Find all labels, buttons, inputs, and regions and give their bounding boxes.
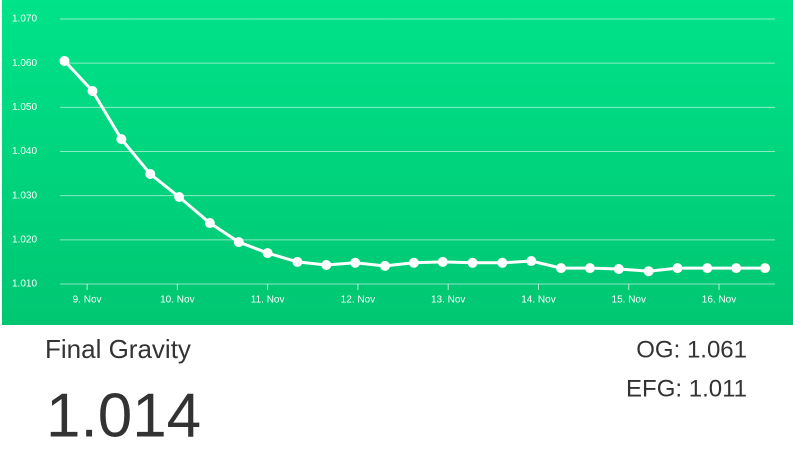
point — [408, 257, 419, 268]
point — [497, 257, 508, 268]
final-gravity-label: Final Gravity — [45, 334, 191, 364]
point — [292, 256, 303, 267]
point — [613, 263, 624, 274]
point — [116, 134, 127, 145]
final-gravity-value: 1.014 — [46, 381, 201, 450]
x-tick-label: 15. Nov — [612, 295, 646, 306]
point — [174, 191, 185, 202]
point — [556, 263, 567, 274]
x-tick-label: 9. Nov — [73, 295, 102, 306]
point — [702, 263, 713, 274]
x-tick-label: 16. Nov — [702, 295, 736, 306]
x-tick-label: 10. Nov — [160, 295, 194, 306]
point — [59, 55, 70, 66]
point — [145, 169, 156, 180]
chart: 1.010 1.020 1.030 1.040 1.050 1.060 1.070 9. No… — [12, 14, 775, 306]
chart-background — [2, 0, 793, 325]
point — [437, 256, 448, 267]
point — [204, 218, 215, 229]
point — [731, 263, 742, 274]
point — [643, 266, 654, 277]
x-tick-label: 11. Nov — [251, 295, 285, 306]
x-tick-label: 13. Nov — [431, 295, 465, 306]
point — [672, 263, 683, 274]
point — [584, 263, 595, 274]
point — [262, 248, 273, 259]
point — [526, 256, 537, 267]
point — [233, 237, 244, 248]
y-tick-label: 1.010 — [12, 279, 37, 290]
x-tick-label: 14. Nov — [521, 295, 555, 306]
point — [350, 257, 361, 268]
y-tick-label: 1.020 — [12, 234, 37, 245]
y-tick-label: 1.060 — [12, 58, 37, 69]
y-tick-label: 1.050 — [12, 102, 37, 113]
x-tick-label: 12. Nov — [341, 295, 375, 306]
y-tick-label: 1.070 — [12, 14, 37, 25]
point — [760, 263, 771, 274]
y-tick-label: 1.040 — [12, 146, 37, 157]
point — [380, 260, 390, 271]
point — [467, 257, 478, 268]
point — [87, 85, 98, 96]
efg-value: EFG: 1.011 — [626, 375, 747, 402]
point — [321, 260, 332, 271]
y-tick-label: 1.030 — [12, 190, 37, 201]
og-value: OG: 1.061 — [636, 336, 747, 363]
